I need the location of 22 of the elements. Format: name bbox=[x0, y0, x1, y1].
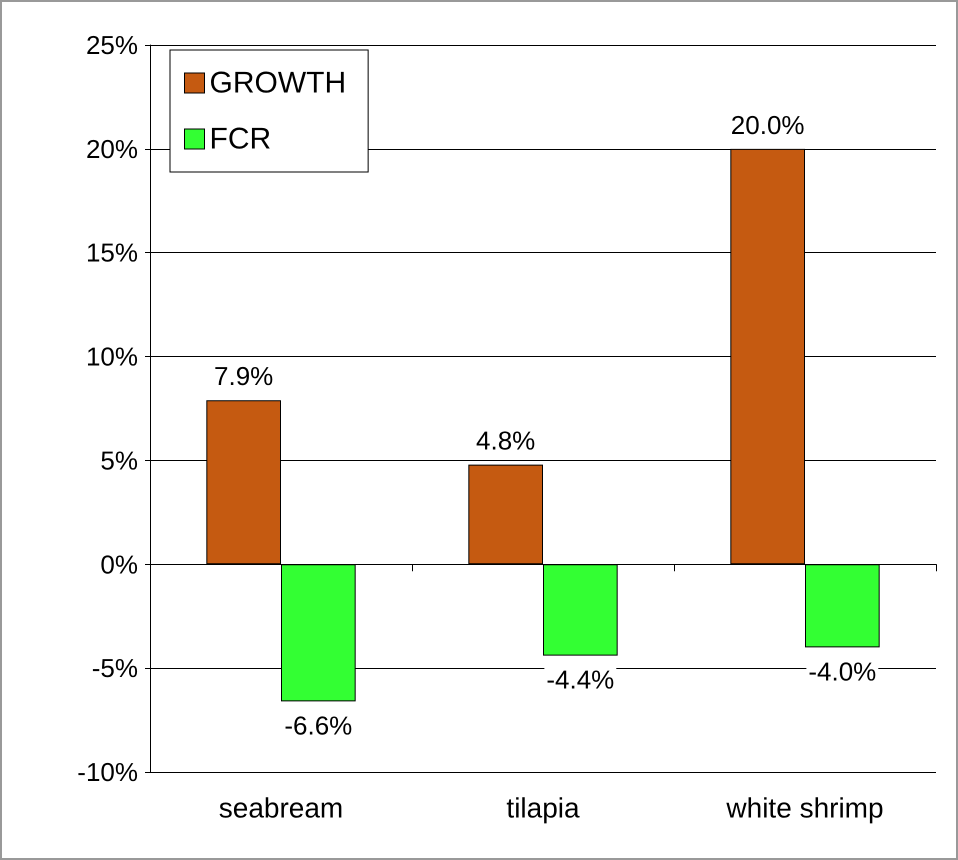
y-tick-label: 15% bbox=[86, 238, 138, 268]
data-label: 20.0% bbox=[730, 110, 805, 140]
x-tick-label: tilapia bbox=[506, 792, 580, 824]
y-tick-label: 25% bbox=[86, 30, 138, 60]
y-tick-label: 0% bbox=[100, 549, 138, 580]
y-tick-label: -5% bbox=[92, 653, 138, 684]
x-tick-label: seabream bbox=[218, 792, 344, 824]
data-label: 7.9% bbox=[214, 361, 274, 392]
data-label: 4.8% bbox=[476, 426, 536, 456]
y-tick-label: 10% bbox=[86, 342, 138, 372]
y-tick-label: 20% bbox=[86, 134, 138, 164]
x-tick-label: white shrimp bbox=[725, 792, 884, 824]
data-label: -4.0% bbox=[808, 656, 876, 686]
bar bbox=[543, 564, 618, 656]
data-label: -4.4% bbox=[546, 664, 614, 695]
data-label: -6.6% bbox=[284, 710, 352, 740]
legend-label: FCR bbox=[210, 122, 272, 156]
y-tick-label: -10% bbox=[77, 757, 138, 787]
y-tick-label: 5% bbox=[100, 445, 138, 476]
legend-label: GROWTH bbox=[210, 66, 346, 100]
bar bbox=[805, 564, 880, 648]
bar bbox=[468, 464, 543, 564]
